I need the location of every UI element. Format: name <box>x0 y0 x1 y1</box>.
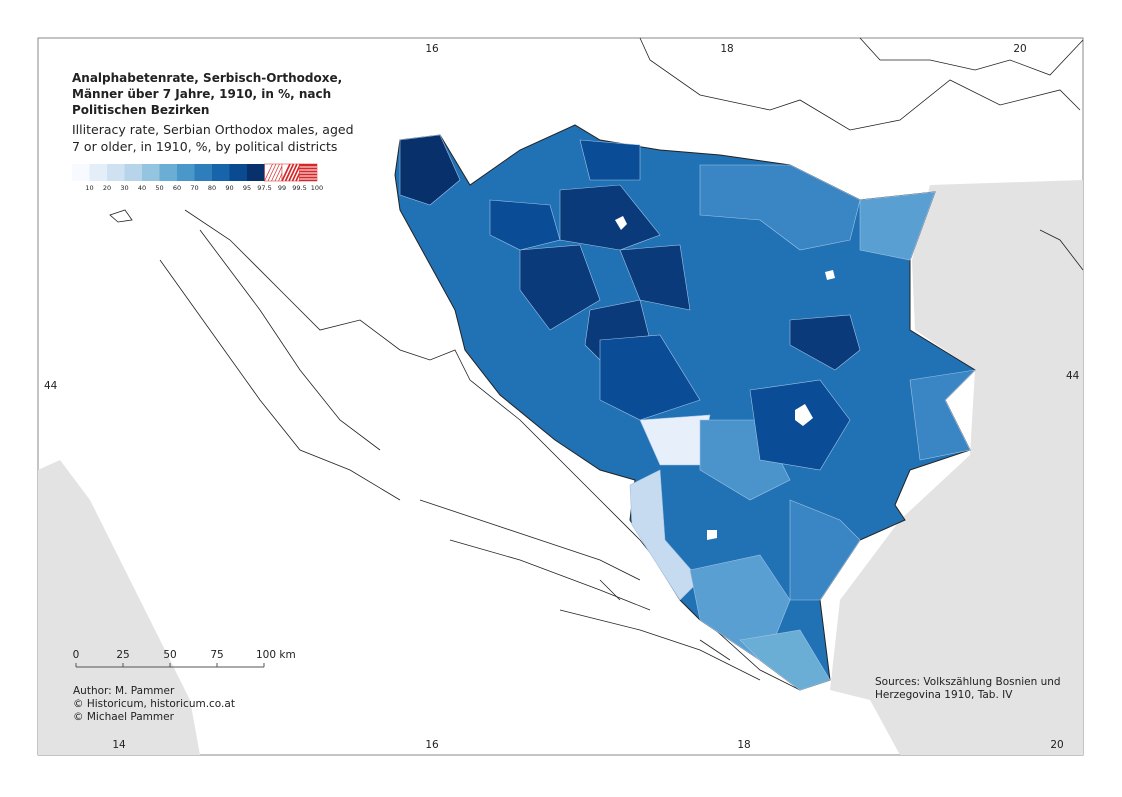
grid-label: 18 <box>737 739 750 751</box>
legend-hatch <box>291 163 302 182</box>
grid-label: 44 <box>44 380 58 392</box>
legend-swatch <box>107 164 125 181</box>
district <box>909 369 976 461</box>
title-de: Politischen Bezirken <box>72 103 209 117</box>
sources: Sources: Volkszählung Bosnien und <box>875 676 1061 688</box>
scale-label: 75 <box>210 649 223 661</box>
scale-label: 100 km <box>256 649 296 661</box>
district <box>579 139 641 181</box>
legend-hatch <box>271 163 280 182</box>
grid-label: 44 <box>1066 370 1080 382</box>
legend-swatch <box>177 164 195 181</box>
scale-label: 0 <box>73 649 80 661</box>
district <box>749 379 851 471</box>
legend-hatch <box>288 163 298 182</box>
district <box>399 134 461 206</box>
land-east <box>830 180 1083 755</box>
island <box>419 499 761 681</box>
grid-label: 16 <box>425 43 439 55</box>
credit: Author: M. Pammer <box>73 685 175 697</box>
legend-label: 60 <box>173 184 181 192</box>
title-de: Männer über 7 Jahre, 1910, in %, nach <box>72 87 331 101</box>
title-en: Illiteracy rate, Serbian Orthodox males,… <box>72 122 354 137</box>
district <box>619 244 691 311</box>
grid-label: 16 <box>425 739 439 751</box>
legend: 10 20 30 40 50 60 70 80 90 95 97.5 99 99.5 100 <box>72 163 323 192</box>
border <box>859 37 1084 76</box>
scale-bar <box>75 663 265 668</box>
legend-swatch <box>247 164 265 181</box>
district <box>519 244 601 331</box>
island <box>109 209 731 661</box>
legend-swatch <box>212 164 230 181</box>
district <box>489 199 561 251</box>
legend-label: 50 <box>155 184 163 192</box>
district <box>739 629 831 691</box>
legend-hatch <box>267 163 277 182</box>
legend-label: 10 <box>85 184 93 192</box>
legend-label: 80 <box>208 184 216 192</box>
border <box>1039 229 1084 271</box>
legend-label: 90 <box>225 184 233 192</box>
district <box>599 334 701 421</box>
scale-label: 50 <box>163 649 176 661</box>
legend-label: 97.5 <box>257 184 271 192</box>
border <box>639 37 1081 131</box>
grid-label: 18 <box>720 43 733 55</box>
legend-hatch <box>274 163 284 182</box>
credit: © Historicum, historicum.co.at <box>73 698 235 710</box>
legend-label: 95 <box>243 184 251 192</box>
scale-label: 25 <box>116 649 129 661</box>
legend-label: 99 <box>278 184 286 192</box>
legend-swatch <box>124 164 142 181</box>
legend-hatch <box>264 163 273 182</box>
legend-swatch <box>142 164 160 181</box>
legend-label: 100 <box>311 184 323 192</box>
legend-swatch <box>229 164 247 181</box>
title-en: 7 or older, in 1910, %, by political dis… <box>72 139 337 154</box>
legend-label: 70 <box>190 184 198 192</box>
legend-label: 30 <box>120 184 128 192</box>
district <box>859 191 936 261</box>
title-de: Analphabetenrate, Serbisch-Orthodoxe, <box>72 71 342 85</box>
grid-label: 14 <box>112 739 126 751</box>
island <box>199 229 381 451</box>
district <box>559 184 661 251</box>
credit: © Michael Pammer <box>73 711 175 723</box>
legend-label: 20 <box>103 184 111 192</box>
legend-swatch <box>194 164 212 181</box>
island <box>159 259 401 501</box>
legend-swatch <box>89 164 107 181</box>
legend-label: 40 <box>138 184 146 192</box>
district <box>789 314 861 371</box>
legend-hatch <box>284 163 295 182</box>
grid-label: 20 <box>1013 43 1026 55</box>
district <box>789 499 861 601</box>
grid-label: 20 <box>1050 739 1063 751</box>
district <box>699 164 861 251</box>
legend-swatch <box>72 164 90 181</box>
legend-label: 99.5 <box>292 184 306 192</box>
legend-swatch <box>159 164 177 181</box>
sources: Herzegovina 1910, Tab. IV <box>875 689 1013 701</box>
land-italy <box>38 460 200 755</box>
legend-hatch <box>281 163 291 182</box>
